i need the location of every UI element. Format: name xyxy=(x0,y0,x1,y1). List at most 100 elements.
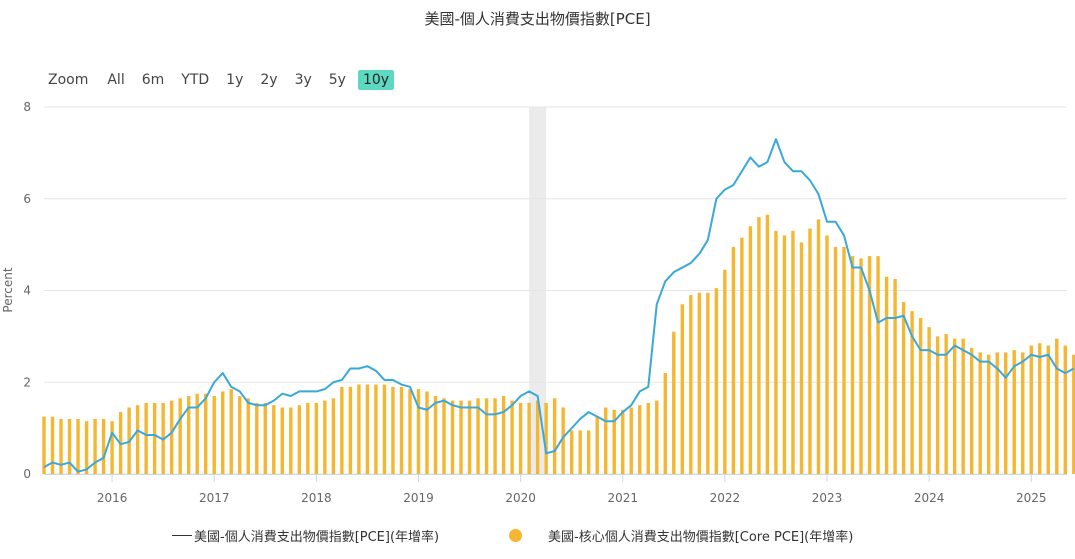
core-pce-bar[interactable] xyxy=(93,418,97,474)
core-pce-bar[interactable] xyxy=(408,389,412,474)
core-pce-bar[interactable] xyxy=(289,407,293,474)
core-pce-bar[interactable] xyxy=(893,279,897,474)
core-pce-bar[interactable] xyxy=(101,418,106,474)
core-pce-bar[interactable] xyxy=(357,384,361,474)
core-pce-bar[interactable] xyxy=(816,219,821,474)
core-pce-bar[interactable] xyxy=(697,292,702,474)
core-pce-bar[interactable] xyxy=(561,407,565,474)
legend-item-core-pce[interactable]: 美國-核心個人消費支出物價指數[Core PCE](年增率) xyxy=(509,526,853,545)
core-pce-bar[interactable] xyxy=(825,235,829,474)
core-pce-bar[interactable] xyxy=(927,327,931,474)
core-pce-bar[interactable] xyxy=(476,398,480,474)
core-pce-bar[interactable] xyxy=(306,402,310,474)
core-pce-bar[interactable] xyxy=(969,347,974,474)
core-pce-bar[interactable] xyxy=(204,393,208,474)
core-pce-bar[interactable] xyxy=(731,246,736,474)
core-pce-bar[interactable] xyxy=(884,276,889,474)
core-pce-bar[interactable] xyxy=(348,386,353,474)
core-pce-bar[interactable] xyxy=(782,235,787,474)
core-pce-bar[interactable] xyxy=(859,258,863,474)
range-button-1y[interactable]: 1y xyxy=(226,72,244,88)
core-pce-bar[interactable] xyxy=(42,416,46,474)
core-pce-bar[interactable] xyxy=(459,400,463,474)
core-pce-bar[interactable] xyxy=(629,407,633,474)
core-pce-bar[interactable] xyxy=(1055,338,1059,474)
core-pce-bar[interactable] xyxy=(442,398,446,474)
core-pce-bar[interactable] xyxy=(221,391,225,474)
core-pce-bar[interactable] xyxy=(723,269,727,474)
core-pce-bar[interactable] xyxy=(50,416,55,474)
core-pce-bar[interactable] xyxy=(246,398,250,474)
core-pce-bar[interactable] xyxy=(365,384,370,474)
core-pce-bar[interactable] xyxy=(484,398,489,474)
core-pce-bar[interactable] xyxy=(842,246,846,474)
core-pce-bar[interactable] xyxy=(1021,352,1025,474)
core-pce-bar[interactable] xyxy=(518,402,523,474)
core-pce-bars[interactable] xyxy=(42,214,1075,474)
core-pce-bar[interactable] xyxy=(152,402,157,474)
range-button-10y[interactable]: 10y xyxy=(357,70,395,90)
core-pce-bar[interactable] xyxy=(238,396,242,474)
core-pce-bar[interactable] xyxy=(680,304,685,474)
core-pce-bar[interactable] xyxy=(646,402,650,474)
core-pce-bar[interactable] xyxy=(76,418,80,474)
core-pce-bar[interactable] xyxy=(1029,345,1033,474)
core-pce-bar[interactable] xyxy=(850,256,855,474)
core-pce-bar[interactable] xyxy=(748,226,753,474)
core-pce-bar[interactable] xyxy=(84,421,89,474)
core-pce-bar[interactable] xyxy=(425,391,429,474)
core-pce-bar[interactable] xyxy=(655,400,659,474)
core-pce-bar[interactable] xyxy=(323,400,327,474)
legend-item-pce[interactable]: 美國-個人消費支出物價指數[PCE](年增率) xyxy=(172,526,439,545)
core-pce-bar[interactable] xyxy=(952,338,957,474)
core-pce-bar[interactable] xyxy=(638,405,642,474)
core-pce-bar[interactable] xyxy=(995,352,999,474)
core-pce-bar[interactable] xyxy=(901,301,906,474)
core-pce-bar[interactable] xyxy=(595,416,599,474)
core-pce-bar[interactable] xyxy=(621,409,625,474)
core-pce-bar[interactable] xyxy=(910,311,914,474)
core-pce-bar[interactable] xyxy=(314,402,319,474)
core-pce-bar[interactable] xyxy=(450,400,455,474)
pce-line-layer[interactable] xyxy=(43,138,1075,473)
core-pce-bar[interactable] xyxy=(255,402,259,474)
core-pce-bar[interactable] xyxy=(110,421,114,474)
core-pce-bar[interactable] xyxy=(935,336,940,474)
core-pce-bar[interactable] xyxy=(552,398,557,474)
core-pce-bar[interactable] xyxy=(67,418,72,474)
core-pce-bar[interactable] xyxy=(765,214,770,474)
core-pce-bar[interactable] xyxy=(1046,345,1050,474)
core-pce-bar[interactable] xyxy=(706,292,710,474)
core-pce-bar[interactable] xyxy=(382,384,387,474)
core-pce-bar[interactable] xyxy=(1072,354,1075,474)
core-pce-bar[interactable] xyxy=(186,396,191,474)
core-pce-bar[interactable] xyxy=(569,430,574,474)
core-pce-bar[interactable] xyxy=(263,402,267,474)
core-pce-bar[interactable] xyxy=(1004,352,1008,474)
core-pce-bar[interactable] xyxy=(663,373,667,474)
core-pce-bar[interactable] xyxy=(1038,343,1042,474)
core-pce-bar[interactable] xyxy=(59,418,63,474)
core-pce-bar[interactable] xyxy=(493,398,497,474)
core-pce-bar[interactable] xyxy=(672,331,676,474)
core-pce-bar[interactable] xyxy=(467,400,472,474)
core-pce-bar[interactable] xyxy=(604,407,608,474)
core-pce-bar[interactable] xyxy=(689,295,693,474)
core-pce-bar[interactable] xyxy=(544,402,548,474)
core-pce-bar[interactable] xyxy=(867,256,872,474)
range-button-2y[interactable]: 2y xyxy=(260,72,278,88)
core-pce-bar[interactable] xyxy=(918,318,923,474)
core-pce-bar[interactable] xyxy=(416,389,421,474)
core-pce-bar[interactable] xyxy=(791,230,795,474)
core-pce-bar[interactable] xyxy=(510,400,514,474)
core-pce-bar[interactable] xyxy=(297,405,302,474)
core-pce-bar[interactable] xyxy=(169,400,174,474)
core-pce-bar[interactable] xyxy=(740,237,744,474)
core-pce-bar[interactable] xyxy=(757,217,761,474)
core-pce-bar[interactable] xyxy=(799,242,804,474)
core-pce-bar[interactable] xyxy=(399,386,404,474)
core-pce-bar[interactable] xyxy=(501,396,506,474)
core-pce-bar[interactable] xyxy=(535,400,540,474)
core-pce-bar[interactable] xyxy=(272,405,276,474)
range-button-all[interactable]: All xyxy=(107,72,125,88)
